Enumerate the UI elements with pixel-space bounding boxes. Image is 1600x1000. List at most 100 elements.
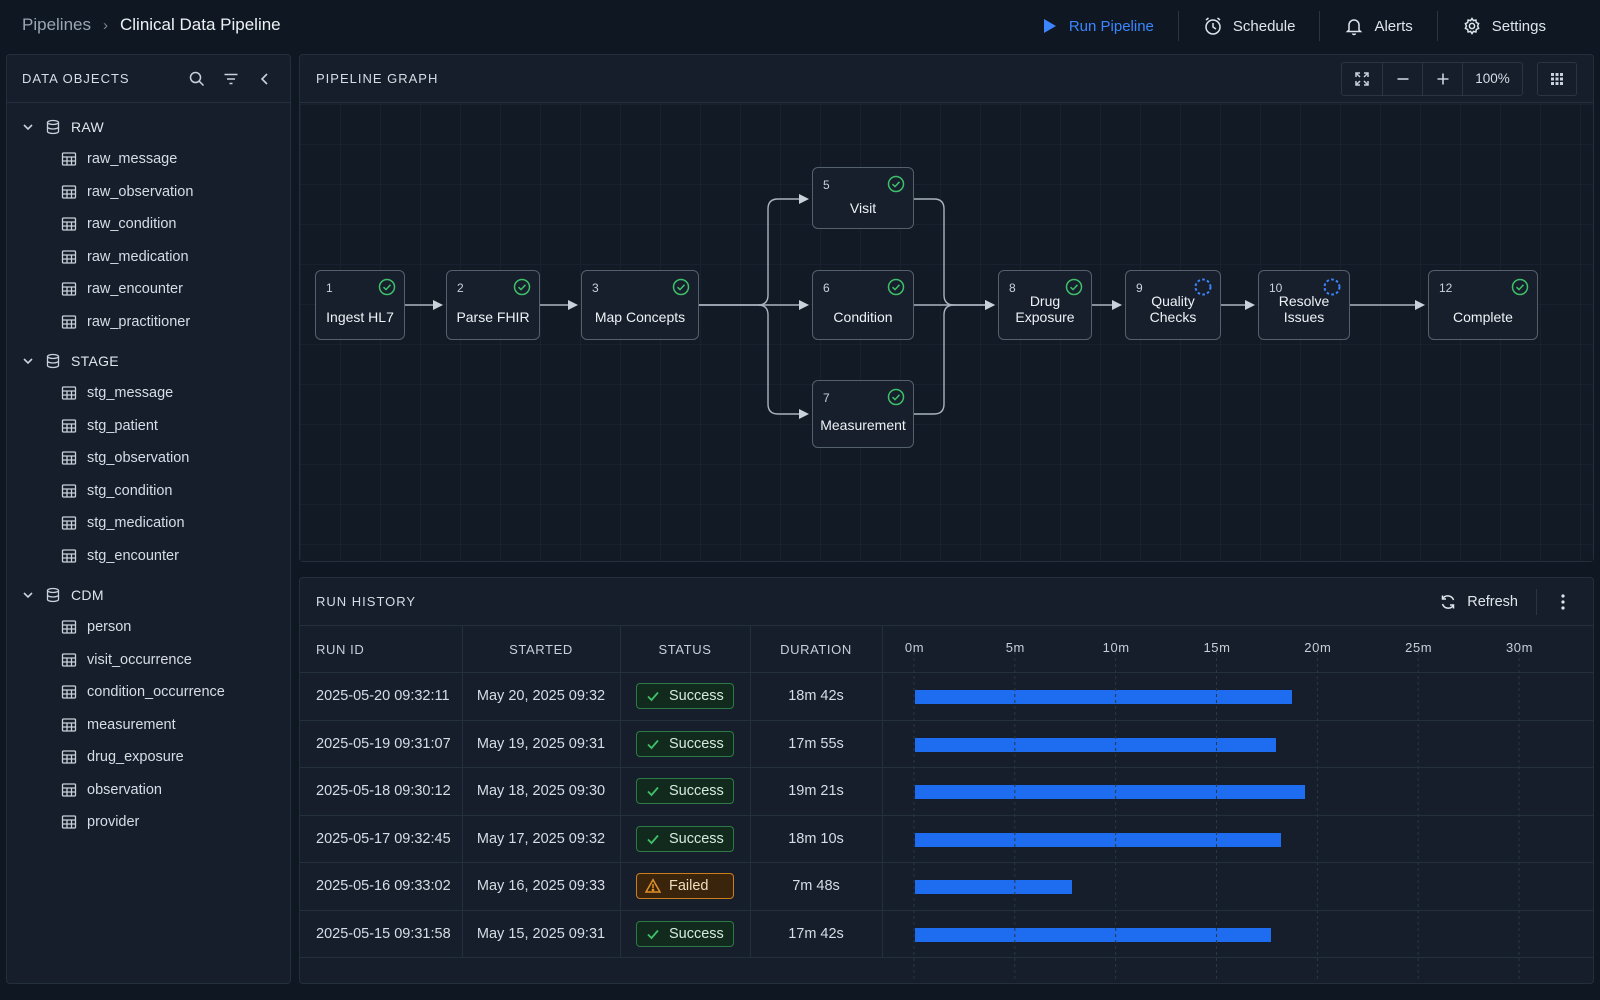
pipeline-node-resolve-issues[interactable]: 10 Resolve Issues xyxy=(1258,270,1350,340)
tree-item-raw-observation[interactable]: raw_observation xyxy=(7,176,290,209)
column-timeline: 0m 5m 10m 15m 20m 25m 30m xyxy=(882,626,1593,673)
pipeline-node-condition[interactable]: 6 Condition xyxy=(812,270,914,340)
tree-item-raw-condition[interactable]: raw_condition xyxy=(7,208,290,241)
duration-bar[interactable] xyxy=(914,927,1272,942)
node-label: Drug Exposure xyxy=(1015,293,1075,325)
pipeline-node-parse-fhir[interactable]: 2 Parse FHIR xyxy=(446,270,540,340)
timeline-cell xyxy=(882,767,1593,816)
check-icon xyxy=(645,736,661,752)
check-circle-icon xyxy=(1511,278,1529,296)
pipeline-graph-canvas[interactable]: 1 Ingest HL7 2 Parse FHIR 3 Map Concepts 5 Visi… xyxy=(300,104,1593,561)
timeline-cell xyxy=(882,862,1593,911)
status-badge: Success xyxy=(636,683,734,710)
alerts-label: Alerts xyxy=(1374,17,1413,35)
collapse-panel-icon[interactable] xyxy=(256,70,274,88)
tree-item-raw-medication[interactable]: raw_medication xyxy=(7,241,290,274)
check-circle-icon xyxy=(887,388,905,406)
grid-toggle-button[interactable] xyxy=(1537,61,1577,96)
table-icon xyxy=(61,548,77,564)
tree-item-drug-exposure[interactable]: drug_exposure xyxy=(7,741,290,774)
zoom-out-button[interactable] xyxy=(1382,62,1422,95)
table-icon xyxy=(61,717,77,733)
tree-item-observation[interactable]: observation xyxy=(7,774,290,807)
tree-item-raw-practitioner[interactable]: raw_practitioner xyxy=(7,306,290,339)
loading-spinner-icon xyxy=(1323,278,1341,296)
plus-icon xyxy=(1435,71,1451,87)
tree-group-toggle-stage[interactable]: STAGE xyxy=(7,345,290,377)
table-icon xyxy=(61,619,77,635)
alerts-button[interactable]: Alerts xyxy=(1319,11,1436,41)
table-row[interactable]: 2025-05-15 09:31:58 May 15, 2025 09:31 Suc… xyxy=(300,910,1593,958)
refresh-button[interactable]: Refresh xyxy=(1439,588,1537,615)
tree-item-stg-patient[interactable]: stg_patient xyxy=(7,410,290,443)
tree-item-visit-occurrence[interactable]: visit_occurrence xyxy=(7,644,290,677)
timeline-tick-label: 0m xyxy=(904,640,925,655)
duration-bar[interactable] xyxy=(914,690,1292,704)
pipeline-node-drug-exposure[interactable]: 8 Drug Exposure xyxy=(998,270,1092,340)
node-step-number: 6 xyxy=(823,281,830,295)
pipeline-node-quality-checks[interactable]: 9 Quality Checks xyxy=(1125,270,1221,340)
check-icon xyxy=(645,831,661,847)
breadcrumb-pipelines-link[interactable]: Pipelines xyxy=(22,15,91,34)
fit-to-screen-button[interactable] xyxy=(1342,63,1382,95)
table-row[interactable]: 2025-05-16 09:33:02 May 16, 2025 09:33 Fai… xyxy=(300,862,1593,911)
table-row[interactable]: 2025-05-18 09:30:12 May 18, 2025 09:30 Suc… xyxy=(300,767,1593,816)
table-row[interactable]: 2025-05-19 09:31:07 May 19, 2025 09:31 Suc… xyxy=(300,720,1593,768)
data-objects-panel: DATA OBJECTS RAW raw_message raw_observati… xyxy=(6,54,291,984)
duration-bar[interactable] xyxy=(914,832,1281,847)
settings-button[interactable]: Settings xyxy=(1436,11,1570,41)
pipeline-node-complete[interactable]: 12 Complete xyxy=(1428,270,1538,340)
duration-bar[interactable] xyxy=(914,880,1072,894)
column-status[interactable]: STATUS xyxy=(620,626,751,673)
search-icon[interactable] xyxy=(188,70,206,88)
gear-icon xyxy=(1462,16,1482,36)
tree-item-label: raw_encounter xyxy=(87,281,183,298)
tree-group-stage: STAGE stg_message stg_patient stg_observati… xyxy=(7,345,290,572)
node-label: Visit xyxy=(849,200,877,216)
filter-icon[interactable] xyxy=(222,70,240,88)
column-duration[interactable]: DURATION xyxy=(750,626,883,673)
started-cell: May 16, 2025 09:33 xyxy=(462,862,621,911)
tree-item-stg-condition[interactable]: stg_condition xyxy=(7,475,290,508)
tree-item-condition-occurrence[interactable]: condition_occurrence xyxy=(7,676,290,709)
zoom-in-button[interactable] xyxy=(1422,62,1462,95)
check-circle-icon xyxy=(887,278,905,296)
tree-group-label: RAW xyxy=(71,119,105,135)
run-pipeline-button[interactable]: Run Pipeline xyxy=(1015,11,1178,41)
tree-item-stg-encounter[interactable]: stg_encounter xyxy=(7,540,290,573)
check-icon xyxy=(645,783,661,799)
data-objects-title: DATA OBJECTS xyxy=(22,71,130,86)
table-icon xyxy=(61,483,77,499)
run-history-panel: RUN HISTORY Refresh RUN ID STARTED STATU… xyxy=(299,577,1594,984)
pipeline-node-measurement[interactable]: 7 Measurement xyxy=(812,380,914,448)
run-id-cell: 2025-05-19 09:31:07 xyxy=(300,720,463,768)
timeline-tick-label: 15m xyxy=(1203,640,1231,655)
tree-group-toggle-cdm[interactable]: CDM xyxy=(7,579,290,611)
table-row[interactable]: 2025-05-20 09:32:11 May 20, 2025 09:32 Suc… xyxy=(300,672,1593,721)
table-row[interactable]: 2025-05-17 09:32:45 May 17, 2025 09:32 Suc… xyxy=(300,815,1593,863)
duration-bar[interactable] xyxy=(914,737,1276,752)
tree-item-stg-message[interactable]: stg_message xyxy=(7,377,290,410)
tree-item-label: stg_message xyxy=(87,385,174,402)
tree-item-person[interactable]: person xyxy=(7,611,290,644)
table-icon xyxy=(61,515,77,531)
pipeline-node-ingest-hl7[interactable]: 1 Ingest HL7 xyxy=(315,270,405,340)
status-cell: Success xyxy=(620,672,751,721)
tree-item-raw-message[interactable]: raw_message xyxy=(7,143,290,176)
pipeline-node-visit[interactable]: 5 Visit xyxy=(812,167,914,229)
schedule-button[interactable]: Schedule xyxy=(1177,11,1320,41)
tree-item-stg-medication[interactable]: stg_medication xyxy=(7,507,290,540)
pipeline-node-map-concepts[interactable]: 3 Map Concepts xyxy=(581,270,699,340)
duration-bar[interactable] xyxy=(914,785,1305,799)
node-step-number: 12 xyxy=(1439,281,1453,295)
tree-item-provider[interactable]: provider xyxy=(7,806,290,839)
timeline-tick-label: 5m xyxy=(1005,640,1025,655)
tree-group-toggle-raw[interactable]: RAW xyxy=(7,111,290,143)
tree-item-stg-observation[interactable]: stg_observation xyxy=(7,442,290,475)
more-options-icon[interactable] xyxy=(1555,592,1571,612)
column-started[interactable]: STARTED xyxy=(462,626,621,673)
column-run-id[interactable]: RUN ID xyxy=(300,626,463,673)
table-icon xyxy=(61,249,77,265)
tree-item-measurement[interactable]: measurement xyxy=(7,709,290,742)
tree-item-raw-encounter[interactable]: raw_encounter xyxy=(7,273,290,306)
